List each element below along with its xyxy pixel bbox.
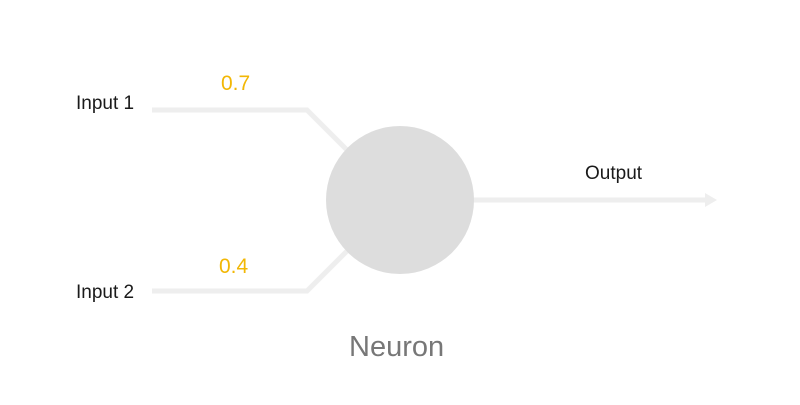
neuron-node bbox=[326, 126, 474, 274]
output-label: Output bbox=[585, 163, 643, 184]
input-2-weight: 0.4 bbox=[219, 255, 249, 278]
neuron-label: Neuron bbox=[349, 331, 445, 363]
input-1-label: Input 1 bbox=[76, 93, 135, 114]
input-1-connection bbox=[152, 107, 349, 152]
input-2-label: Input 2 bbox=[76, 282, 135, 303]
input-2-connection bbox=[152, 249, 349, 294]
input-1-weight: 0.7 bbox=[221, 72, 251, 95]
output-arrowhead bbox=[705, 193, 717, 207]
